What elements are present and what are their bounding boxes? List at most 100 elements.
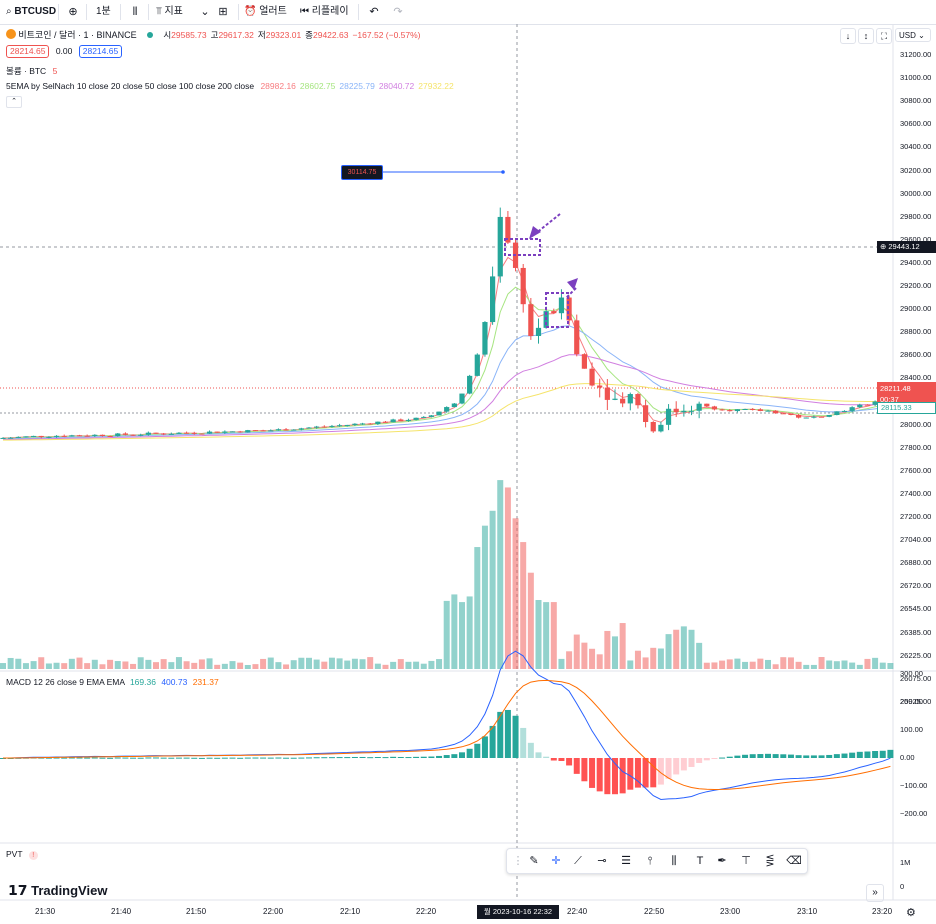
ohlc-values: 시29585.73 고29617.32 저29323.01 종29422.63 −167… bbox=[163, 30, 424, 40]
brush-icon[interactable]: ✎ bbox=[529, 855, 539, 867]
candle-body bbox=[46, 436, 52, 438]
volume-bar bbox=[719, 660, 726, 669]
volume-bar bbox=[237, 662, 244, 669]
macd-histogram-bar bbox=[673, 758, 680, 775]
volume-bar bbox=[244, 664, 251, 669]
scale-icon[interactable]: ↕ bbox=[858, 28, 874, 44]
redo-icon[interactable]: ↷ bbox=[393, 6, 403, 18]
volume-bar bbox=[229, 661, 236, 669]
candle-body bbox=[620, 398, 626, 404]
currency-select[interactable]: USD ⌄ bbox=[895, 28, 931, 42]
candle-body bbox=[61, 435, 67, 437]
text-icon[interactable]: T bbox=[696, 855, 704, 867]
macd-axis-label: −200.00 bbox=[900, 809, 928, 818]
candle-body bbox=[834, 411, 840, 415]
volume-bar bbox=[558, 658, 565, 669]
scroll-right-button[interactable]: » bbox=[866, 884, 884, 902]
pvt-legend: PVT ! bbox=[6, 848, 38, 860]
divider bbox=[358, 4, 359, 20]
crosshair-price-value: 29443.12 bbox=[888, 242, 920, 251]
price-axis-label: 29400.00 bbox=[900, 257, 932, 267]
chevron-down-icon[interactable]: ⌄ bbox=[200, 6, 210, 18]
fib-icon[interactable]: ☰ bbox=[621, 855, 631, 867]
candle-type-icon[interactable]: ⫴ bbox=[132, 6, 138, 18]
volume-bar bbox=[512, 518, 519, 669]
magnet-icon[interactable]: ⋚ bbox=[765, 855, 775, 867]
volume-bar bbox=[780, 657, 787, 669]
replay-button[interactable]: ⏮ 리플레이 bbox=[300, 4, 349, 20]
macd-histogram-bar bbox=[76, 757, 83, 759]
crosshair-icon[interactable]: ✛ bbox=[551, 855, 561, 867]
tv-logo-icon: 𝟭𝟳 bbox=[8, 882, 28, 898]
volume-bar bbox=[7, 657, 14, 669]
collapse-legend-button[interactable]: ⌃ bbox=[6, 96, 22, 108]
macd-histogram-bar bbox=[351, 756, 358, 758]
sell-price-button[interactable]: 28214.65 bbox=[6, 45, 50, 58]
time-axis-label: 22:20 bbox=[416, 907, 437, 916]
horizontal-ray-icon[interactable]: ⊸ bbox=[597, 855, 607, 867]
chart-canvas[interactable] bbox=[0, 24, 936, 924]
volume-bar bbox=[864, 658, 871, 669]
macd-histogram-bar bbox=[512, 715, 519, 758]
settings-gear-icon[interactable]: ⚙ bbox=[906, 907, 916, 919]
macd-histogram-bar bbox=[306, 757, 312, 759]
candle-body bbox=[405, 419, 412, 421]
macd-histogram-bar bbox=[841, 753, 848, 758]
macd-histogram-bar bbox=[397, 756, 404, 758]
measure-icon[interactable]: ⊤ bbox=[741, 855, 751, 867]
market-open-dot bbox=[146, 32, 153, 38]
pen-icon[interactable]: ✒ bbox=[717, 855, 727, 867]
macd-histogram-bar bbox=[719, 757, 726, 759]
interval-button[interactable]: 1분 bbox=[96, 6, 111, 17]
candle-body bbox=[818, 416, 825, 418]
volume-bar bbox=[696, 642, 703, 669]
indicators-button[interactable]: ⫪ 지표 bbox=[156, 4, 183, 20]
divider bbox=[86, 4, 87, 20]
macd-histogram-bar bbox=[459, 752, 465, 758]
candle-body bbox=[788, 413, 794, 415]
price-axis-label: 28600.00 bbox=[900, 350, 932, 360]
time-axis-label: 22:50 bbox=[644, 907, 665, 916]
undo-icon[interactable]: ↶ bbox=[369, 6, 379, 18]
volume-bar bbox=[413, 661, 420, 669]
alert-button[interactable]: ⏰ 얼러트 bbox=[244, 4, 287, 20]
highlight-box bbox=[545, 292, 569, 328]
volume-bars bbox=[0, 480, 894, 669]
candle-body bbox=[566, 297, 572, 321]
candle-body bbox=[688, 410, 695, 412]
top-toolbar: ⌕ BTCUSD ⊕ 1분 ⫴ ⫪ 지표 ⌄ ⊞ ⏰ 얼러트 ⏮ 리플레이 ↶ … bbox=[0, 0, 936, 25]
macd-histogram-bar bbox=[734, 755, 741, 758]
volume-bar bbox=[826, 660, 833, 669]
macd-histogram-bar bbox=[833, 754, 840, 758]
volume-bar bbox=[275, 662, 282, 669]
volume-bar bbox=[833, 661, 840, 669]
macd-histogram-bar bbox=[627, 758, 634, 790]
arrow-down-icon[interactable]: ↓ bbox=[840, 28, 856, 44]
macd-histogram-bar bbox=[183, 757, 190, 759]
buy-price-button[interactable]: 28214.65 bbox=[78, 45, 123, 58]
price-axis-label: 29200.00 bbox=[900, 281, 932, 290]
candle-body bbox=[344, 424, 350, 426]
candle-body bbox=[260, 430, 266, 432]
candle-body bbox=[604, 387, 610, 400]
volume-bar bbox=[198, 659, 205, 669]
layout-icon[interactable]: ⊞ bbox=[218, 6, 228, 18]
macd-histogram-bar bbox=[619, 758, 626, 794]
drag-handle-icon[interactable]: ⋮ bbox=[512, 855, 524, 867]
add-symbol-icon[interactable]: ⊕ bbox=[68, 6, 78, 18]
macd-histogram-bar bbox=[451, 754, 458, 758]
macd-histogram-bar bbox=[650, 758, 657, 788]
fullscreen-icon[interactable]: ⛶ bbox=[876, 28, 892, 44]
tradingview-logo[interactable]: 𝟭𝟳 TradingView bbox=[8, 882, 107, 899]
volume-bar bbox=[168, 662, 175, 669]
pattern-icon[interactable]: ⫼ bbox=[671, 855, 677, 867]
symbol-search[interactable]: ⌕ BTCUSD bbox=[6, 4, 56, 20]
eraser-icon[interactable]: ⌫ bbox=[786, 855, 802, 867]
candle-body bbox=[551, 311, 557, 314]
macd-histogram-bar bbox=[604, 758, 611, 795]
volume-bar bbox=[573, 634, 580, 669]
candle-body bbox=[467, 375, 473, 394]
forecast-icon[interactable]: ⫯ bbox=[647, 855, 653, 867]
trend-line-icon[interactable]: ⟋ bbox=[574, 855, 582, 867]
volume-bar bbox=[711, 662, 718, 669]
